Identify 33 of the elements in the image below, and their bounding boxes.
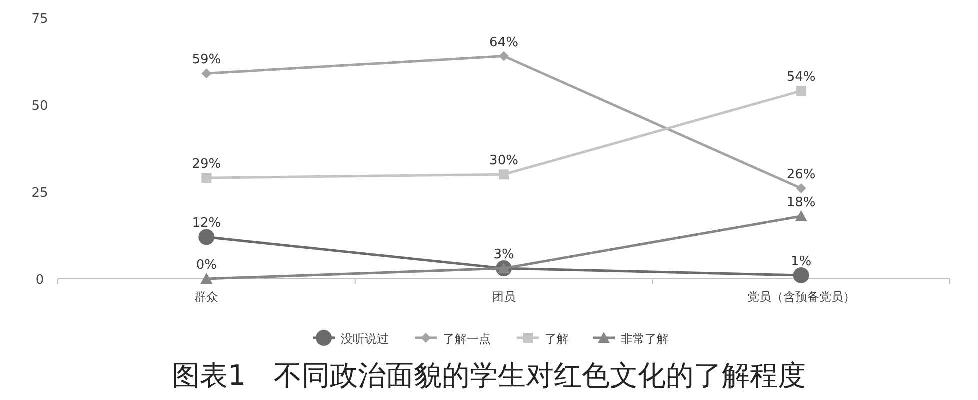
y-tick-label: 0 xyxy=(36,273,44,288)
data-label: 54% xyxy=(786,70,816,86)
x-tick-label: 群众 xyxy=(194,290,219,304)
text: 图表1 不同政治面貌的学生对红色文化的了解程度 xyxy=(172,359,806,392)
legend-label: 没听说过 xyxy=(341,332,389,346)
point xyxy=(202,173,212,184)
y-tick-label: 75 xyxy=(32,12,48,27)
x-tick-label: 团员 xyxy=(492,290,516,304)
point xyxy=(796,184,806,194)
data-label: 1% xyxy=(791,254,812,270)
data-label: 3% xyxy=(494,248,514,263)
legend-label: 非常了解 xyxy=(621,332,669,346)
data-label: 29% xyxy=(192,157,222,172)
data-label: 64% xyxy=(490,35,518,50)
point xyxy=(200,273,213,284)
point xyxy=(793,268,810,284)
data-label: 18% xyxy=(786,195,816,210)
data-label: 0% xyxy=(196,258,217,273)
y-tick-label: 25 xyxy=(32,186,48,201)
point xyxy=(499,170,509,180)
point xyxy=(499,51,509,62)
legend-label: 了解一点 xyxy=(443,332,491,346)
point xyxy=(202,68,212,79)
data-label: 26% xyxy=(786,168,816,183)
y-tick-label: 50 xyxy=(32,99,48,114)
legend-label: 了解 xyxy=(545,332,569,346)
data-label: 59% xyxy=(192,52,222,68)
data-label: 30% xyxy=(490,154,518,169)
point xyxy=(795,210,808,222)
point xyxy=(796,86,806,96)
x-tick-label: 党员（含预备党员） xyxy=(747,290,856,304)
data-label: 12% xyxy=(192,216,222,232)
point xyxy=(198,229,215,246)
